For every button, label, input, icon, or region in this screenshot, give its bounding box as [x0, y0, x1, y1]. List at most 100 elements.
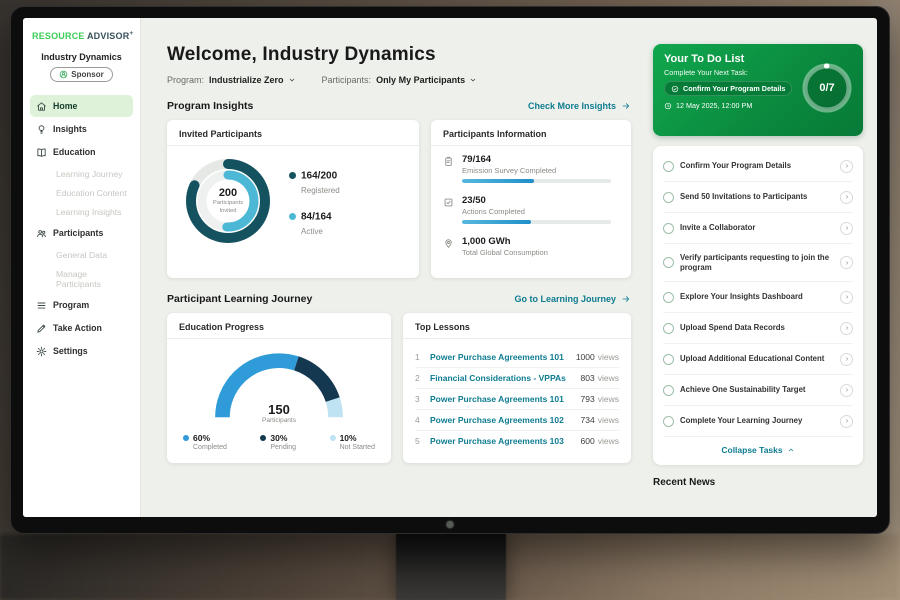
task-checkbox[interactable] [663, 353, 674, 365]
location-pin-icon [445, 239, 452, 248]
lesson-link[interactable]: Power Purchase Agreements 102 [430, 415, 564, 425]
check-more-insights-link[interactable]: Check More Insights [528, 101, 631, 111]
task-checkbox[interactable] [663, 415, 674, 427]
task-chevron-button[interactable] [840, 383, 853, 397]
task-chevron-button[interactable] [840, 290, 853, 304]
sponsor-badge-label: Sponsor [71, 70, 104, 79]
task-list-card: Confirm Your Program Details Send 50 Inv… [653, 146, 863, 466]
task-label: Explore Your Insights Dashboard [680, 292, 803, 302]
gear-icon [36, 346, 47, 356]
sidebar-item-education[interactable]: Education [30, 141, 133, 163]
todo-panel: Your To Do List Complete Your Next Task:… [645, 18, 877, 517]
sidebar-item-insights[interactable]: Insights [30, 118, 133, 140]
sidebar-item-label: Settings [53, 346, 88, 356]
lesson-row: 3 Power Purchase Agreements 101 793 views [415, 389, 619, 410]
brand-primary: RESOURCE [32, 31, 85, 41]
task-label: Verify participants requesting to join t… [680, 252, 830, 272]
person-circle-icon [60, 70, 68, 79]
task-chevron-button[interactable] [840, 352, 853, 366]
stat-emission-survey: 79/164 Emission Survey Completed [443, 154, 619, 183]
task-checkbox[interactable] [663, 222, 674, 234]
next-task-chip[interactable]: Confirm Your Program Details [664, 81, 792, 96]
lesson-views: 1000 [575, 352, 595, 362]
sidebar-item-learning-journey[interactable]: Learning Journey [56, 168, 123, 179]
task-chevron-button[interactable] [840, 256, 853, 270]
task-checkbox[interactable] [663, 291, 674, 303]
task-checkbox[interactable] [663, 160, 674, 172]
lesson-link[interactable]: Power Purchase Agreements 103 [430, 436, 564, 446]
sidebar-item-education-content[interactable]: Education Content [56, 187, 127, 198]
task-row[interactable]: Verify participants requesting to join t… [663, 244, 853, 283]
collapse-tasks-label: Collapse Tasks [721, 445, 783, 456]
completed-label: Completed [193, 444, 227, 451]
consumption-value: 1,000 GWh [462, 236, 511, 247]
task-chevron-button[interactable] [840, 321, 853, 335]
sidebar-item-manage-participants[interactable]: Manage Participants [56, 268, 101, 289]
registered-label: Registered [301, 185, 340, 195]
todo-subtitle: Complete Your Next Task: [664, 68, 748, 77]
chevron-right-icon [845, 261, 848, 265]
lesson-link[interactable]: Power Purchase Agreements 101 [430, 352, 564, 362]
task-chevron-button[interactable] [840, 190, 853, 204]
task-chevron-button[interactable] [840, 159, 853, 173]
task-checkbox[interactable] [663, 257, 674, 269]
task-row[interactable]: Confirm Your Program Details [663, 151, 853, 182]
participants-dropdown[interactable]: Only My Participants [376, 75, 477, 85]
sidebar-item-settings[interactable]: Settings [30, 340, 133, 362]
lesson-views: 793 [580, 394, 595, 404]
lesson-link[interactable]: Power Purchase Agreements 101 [430, 394, 564, 404]
sidebar-item-participants[interactable]: Participants [30, 222, 133, 244]
lesson-link[interactable]: Financial Considerations - VPPAs [430, 373, 566, 383]
sidebar-item-learning-insights[interactable]: Learning Insights [56, 206, 122, 217]
task-label: Complete Your Learning Journey [680, 416, 803, 426]
lesson-views-suffix: views [597, 394, 619, 404]
participants-dropdown-value: Only My Participants [376, 75, 466, 85]
sponsor-badge[interactable]: Sponsor [50, 67, 113, 82]
page-title: Welcome, Industry Dynamics [167, 44, 436, 65]
go-to-learning-journey-link[interactable]: Go to Learning Journey [514, 294, 631, 304]
stat-actions-completed: 23/50 Actions Completed [443, 195, 619, 224]
task-row[interactable]: Achieve One Sustainability Target [663, 375, 853, 407]
divider [403, 338, 631, 339]
task-row[interactable]: Upload Spend Data Records [663, 313, 853, 345]
task-checkbox[interactable] [663, 384, 674, 396]
emission-survey-progress-track [462, 179, 611, 183]
sidebar-item-home[interactable]: Home [30, 95, 133, 117]
task-row[interactable]: Complete Your Learning Journey [663, 406, 853, 438]
sidebar: RESOURCE ADVISOR+ Industry Dynamics Spon… [23, 18, 141, 517]
program-dropdown[interactable]: Industrialize Zero [209, 75, 296, 85]
sidebar-item-program[interactable]: Program [30, 294, 133, 316]
active-label: Active [301, 226, 323, 236]
chevron-right-icon [845, 164, 848, 168]
completed-dot [183, 435, 189, 441]
program-filter-label: Program: [167, 75, 205, 85]
actions-completed-label: Actions Completed [462, 207, 525, 216]
chevron-down-icon [289, 78, 294, 82]
sidebar-item-label: Program [53, 300, 90, 310]
lesson-views: 734 [580, 415, 595, 425]
task-row[interactable]: Send 50 Invitations to Participants [663, 182, 853, 213]
collapse-tasks-link[interactable]: Collapse Tasks [663, 437, 853, 461]
participants-filter: Participants: Only My Participants [322, 75, 478, 85]
survey-icon [445, 156, 452, 166]
gauge-center-label: 150 Participants [206, 403, 352, 424]
invited-donut-chart: 200 Participants Invited 164/200 Registe… [179, 154, 407, 248]
sidebar-item-take-action[interactable]: Take Action [30, 317, 133, 339]
chevron-right-icon [845, 295, 848, 299]
actions-progress-fill [462, 220, 531, 224]
chevron-right-icon [845, 388, 848, 392]
sidebar-item-label: Participants [53, 228, 104, 238]
donut-legend: 164/200 Registered 84/164 Active [289, 167, 340, 236]
task-checkbox[interactable] [663, 191, 674, 203]
task-row[interactable]: Invite a Collaborator [663, 213, 853, 244]
lesson-row: 5 Power Purchase Agreements 103 600 views [415, 431, 619, 451]
task-chevron-button[interactable] [840, 414, 853, 428]
task-row[interactable]: Explore Your Insights Dashboard [663, 282, 853, 314]
top-lessons-card: Top Lessons 1 Power Purchase Agreements … [403, 313, 631, 463]
task-row[interactable]: Upload Additional Educational Content [663, 344, 853, 376]
chevron-right-icon [845, 419, 848, 423]
divider [167, 145, 419, 146]
task-chevron-button[interactable] [840, 221, 853, 235]
sidebar-item-general-data[interactable]: General Data [56, 249, 108, 260]
task-checkbox[interactable] [663, 322, 674, 334]
